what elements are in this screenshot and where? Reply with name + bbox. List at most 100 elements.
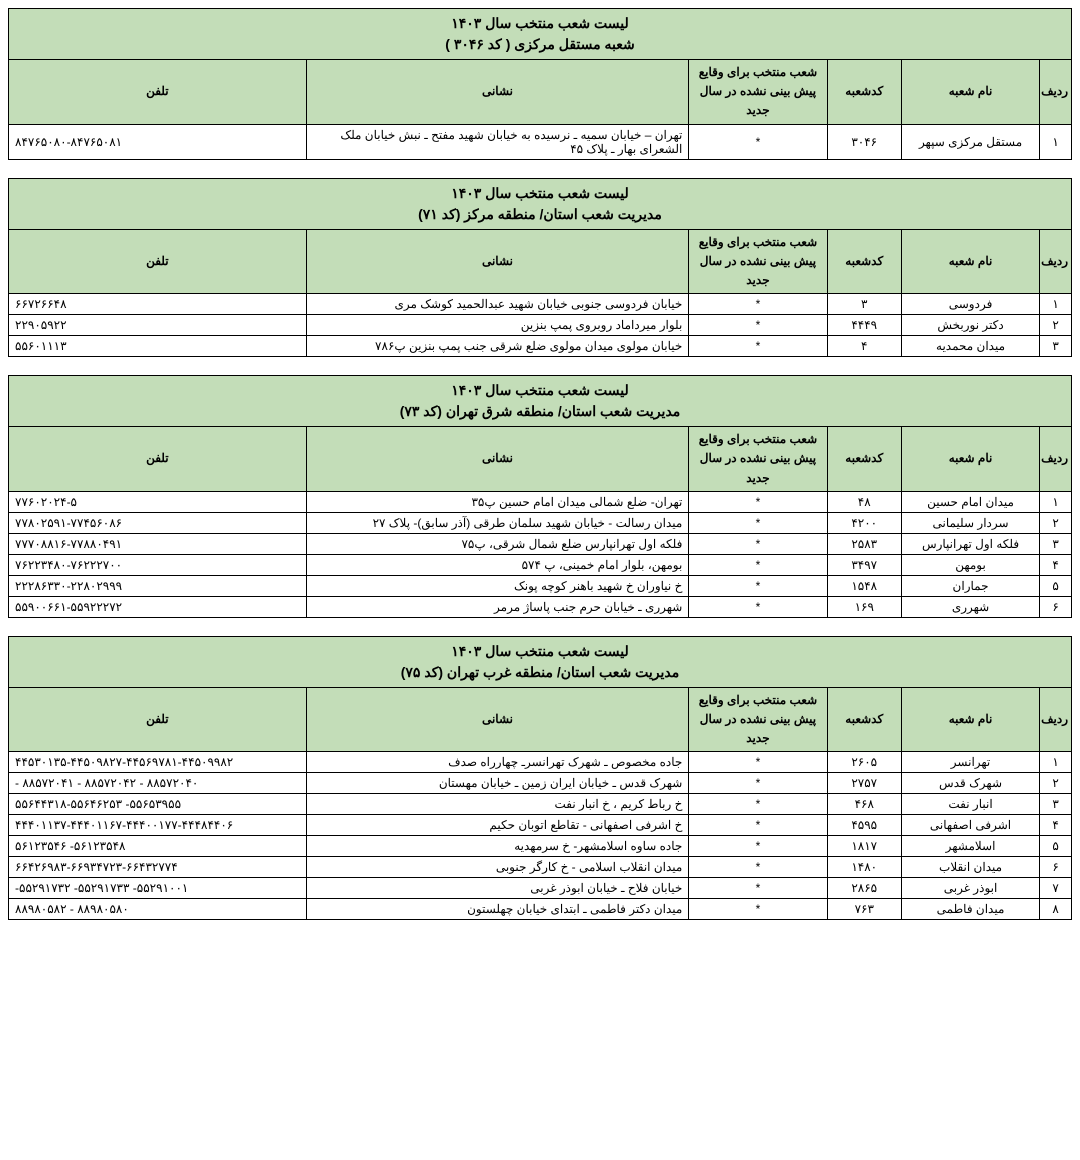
branch-name: مستقل مرکزی سپهر bbox=[901, 124, 1039, 159]
branch-address: فلکه اول تهرانپارس ضلع شمال شرقی، پ۷۵ bbox=[306, 533, 689, 554]
section-header: لیست شعب منتخب سال ۱۴۰۳مدیریت شعب استان/… bbox=[8, 375, 1072, 426]
table-row: ۳انبار نفت۴۶۸*خ رباط کریم ، خ انبار نفت۵… bbox=[9, 794, 1072, 815]
branch-address: جاده مخصوص ـ شهرک تهرانسرـ چهارراه صدف bbox=[306, 752, 689, 773]
branch-phone: ۷۷۸۰۲۵۹۱-۷۷۴۵۶۰۸۶ bbox=[9, 512, 307, 533]
branch-address: جاده ساوه اسلامشهر- خ سرمهدیه bbox=[306, 836, 689, 857]
branch-table: ردیفنام شعبهکدشعبهشعب منتخب برای وقایع پ… bbox=[8, 59, 1072, 160]
branch-code: ۲۵۸۳ bbox=[827, 533, 901, 554]
branch-phone: ۵۶۱۲۳۵۴۶ -۵۶۱۲۳۵۴۸ bbox=[9, 836, 307, 857]
branch-phone: ۵۵۶۴۴۳۱۸-۵۵۶۴۶۲۵۳ -۵۵۶۵۳۹۵۵ bbox=[9, 794, 307, 815]
table-row: ۴اشرفی اصفهانی۴۵۹۵*خ اشرفی اصفهانی - تقا… bbox=[9, 815, 1072, 836]
section-title-line2: مدیریت شعب استان/ منطقه غرب تهران (کد ۷۵… bbox=[9, 664, 1071, 681]
branch-address: میدان رسالت - خیابان شهید سلمان طرقی (آذ… bbox=[306, 512, 689, 533]
branch-phone: ۲۲۹۰۵۹۲۲ bbox=[9, 315, 307, 336]
table-row: ۵اسلامشهر۱۸۱۷*جاده ساوه اسلامشهر- خ سرمه… bbox=[9, 836, 1072, 857]
branch-address: خیابان فردوسی جنوبی خیابان شهید عبدالحمی… bbox=[306, 294, 689, 315]
column-header: ردیف bbox=[1040, 229, 1072, 294]
branch-address: میدان انقلاب اسلامی - خ کارگر جنوبی bbox=[306, 857, 689, 878]
branch-name: تهرانسر bbox=[901, 752, 1039, 773]
branch-name: دکتر نوربخش bbox=[901, 315, 1039, 336]
selected-mark: * bbox=[689, 533, 827, 554]
branch-code: ۴۶۸ bbox=[827, 794, 901, 815]
table-row: ۵جماران۱۵۴۸*خ نیاوران خ شهید باهنر کوچه … bbox=[9, 575, 1072, 596]
section-title-line1: لیست شعب منتخب سال ۱۴۰۳ bbox=[9, 185, 1071, 202]
section-title-line2: شعبه مستقل مرکزی ( کد ۳۰۴۶ ) bbox=[9, 36, 1071, 53]
column-header: کدشعبه bbox=[827, 687, 901, 752]
branch-code: ۱۴۸۰ bbox=[827, 857, 901, 878]
branch-code: ۲۶۰۵ bbox=[827, 752, 901, 773]
branch-address: خیابان مولوی میدان مولوی ضلع شرقی جنب پم… bbox=[306, 336, 689, 357]
section-header: لیست شعب منتخب سال ۱۴۰۳مدیریت شعب استان/… bbox=[8, 178, 1072, 229]
column-header: نشانی bbox=[306, 60, 689, 125]
table-row: ۶میدان انقلاب۱۴۸۰*میدان انقلاب اسلامی - … bbox=[9, 857, 1072, 878]
branch-address: خ رباط کریم ، خ انبار نفت bbox=[306, 794, 689, 815]
branch-name: ابوذر غربی bbox=[901, 878, 1039, 899]
column-header: نام شعبه bbox=[901, 427, 1039, 492]
column-header: تلفن bbox=[9, 687, 307, 752]
branch-address: تهران- ضلع شمالی میدان امام حسین پ۳۵ bbox=[306, 491, 689, 512]
branch-code: ۱۵۴۸ bbox=[827, 575, 901, 596]
column-header: نام شعبه bbox=[901, 229, 1039, 294]
branch-code: ۳۴۹۷ bbox=[827, 554, 901, 575]
table-row: ۳فلکه اول تهرانپارس۲۵۸۳*فلکه اول تهرانپا… bbox=[9, 533, 1072, 554]
column-header: کدشعبه bbox=[827, 229, 901, 294]
row-number: ۴ bbox=[1040, 554, 1072, 575]
branch-name: شهرک قدس bbox=[901, 773, 1039, 794]
branch-address: خ اشرفی اصفهانی - تقاطع اتوبان حکیم bbox=[306, 815, 689, 836]
row-number: ۸ bbox=[1040, 899, 1072, 920]
selected-mark: * bbox=[689, 899, 827, 920]
branch-phone: ۴۴۴۰۱۱۳۷-۴۴۴۰۱۱۶۷-۴۴۴۰۰۱۷۷-۴۴۴۸۴۴۰۶ bbox=[9, 815, 307, 836]
row-number: ۷ bbox=[1040, 878, 1072, 899]
selected-mark: * bbox=[689, 124, 827, 159]
column-header: شعب منتخب برای وقایع پیش بینی نشده در سا… bbox=[689, 687, 827, 752]
row-number: ۶ bbox=[1040, 857, 1072, 878]
column-header: تلفن bbox=[9, 60, 307, 125]
branch-code: ۲۷۵۷ bbox=[827, 773, 901, 794]
selected-mark: * bbox=[689, 315, 827, 336]
branch-name: میدان فاطمی bbox=[901, 899, 1039, 920]
column-header: نشانی bbox=[306, 427, 689, 492]
row-number: ۱ bbox=[1040, 294, 1072, 315]
row-number: ۲ bbox=[1040, 773, 1072, 794]
branch-address: بلوار میرداماد روبروی پمپ بنزین bbox=[306, 315, 689, 336]
row-number: ۱ bbox=[1040, 491, 1072, 512]
branch-phone: ۶۶۷۲۶۶۴۸ bbox=[9, 294, 307, 315]
table-row: ۱تهرانسر۲۶۰۵*جاده مخصوص ـ شهرک تهرانسرـ … bbox=[9, 752, 1072, 773]
branch-phone: ۶۶۴۲۶۹۸۳-۶۶۹۳۴۷۲۳-۶۶۴۳۲۷۷۴ bbox=[9, 857, 307, 878]
branch-table: ردیفنام شعبهکدشعبهشعب منتخب برای وقایع پ… bbox=[8, 687, 1072, 921]
branch-phone: ۷۶۲۲۳۴۸۰-۷۶۲۲۲۷۰۰ bbox=[9, 554, 307, 575]
section-header: لیست شعب منتخب سال ۱۴۰۳شعبه مستقل مرکزی … bbox=[8, 8, 1072, 59]
table-row: ۲شهرک قدس۲۷۵۷*شهرک قدس ـ خیابان ایران زم… bbox=[9, 773, 1072, 794]
selected-mark: * bbox=[689, 878, 827, 899]
column-header: تلفن bbox=[9, 229, 307, 294]
row-number: ۴ bbox=[1040, 815, 1072, 836]
selected-mark: * bbox=[689, 294, 827, 315]
branch-section: لیست شعب منتخب سال ۱۴۰۳مدیریت شعب استان/… bbox=[8, 178, 1072, 358]
selected-mark: * bbox=[689, 512, 827, 533]
branch-section: لیست شعب منتخب سال ۱۴۰۳شعبه مستقل مرکزی … bbox=[8, 8, 1072, 160]
table-row: ۷ابوذر غربی۲۸۶۵*خیابان فلاح ـ خیابان ابو… bbox=[9, 878, 1072, 899]
table-row: ۱مستقل مرکزی سپهر۳۰۴۶*تهران – خیابان سمی… bbox=[9, 124, 1072, 159]
branch-name: شهرری bbox=[901, 596, 1039, 617]
branch-address: بومهن، بلوار امام خمینی، پ ۵۷۴ bbox=[306, 554, 689, 575]
column-header: نام شعبه bbox=[901, 60, 1039, 125]
selected-mark: * bbox=[689, 857, 827, 878]
branch-name: اشرفی اصفهانی bbox=[901, 815, 1039, 836]
branch-name: بومهن bbox=[901, 554, 1039, 575]
branch-phone: ۷۷۶۰۲۰۲۴-۵ bbox=[9, 491, 307, 512]
branch-name: میدان امام حسین bbox=[901, 491, 1039, 512]
column-header: شعب منتخب برای وقایع پیش بینی نشده در سا… bbox=[689, 60, 827, 125]
branch-code: ۴۴۴۹ bbox=[827, 315, 901, 336]
branch-code: ۱۸۱۷ bbox=[827, 836, 901, 857]
selected-mark: * bbox=[689, 575, 827, 596]
branch-address: تهران – خیابان سمیه ـ نرسیده به خیابان ش… bbox=[306, 124, 689, 159]
branch-address: شهرک قدس ـ خیابان ایران زمین ـ خیابان مه… bbox=[306, 773, 689, 794]
column-header: کدشعبه bbox=[827, 60, 901, 125]
branch-phone: ۲۲۲۸۶۳۳۰-۲۲۸۰۲۹۹۹ bbox=[9, 575, 307, 596]
branch-code: ۳۰۴۶ bbox=[827, 124, 901, 159]
column-header: تلفن bbox=[9, 427, 307, 492]
branch-address: خ نیاوران خ شهید باهنر کوچه پونک bbox=[306, 575, 689, 596]
row-number: ۶ bbox=[1040, 596, 1072, 617]
branch-phone: ۴۴۵۳۰۱۳۵-۴۴۵۰۹۸۲۷-۴۴۵۶۹۷۸۱-۴۴۵۰۹۹۸۲ bbox=[9, 752, 307, 773]
table-row: ۳میدان محمدیه۴*خیابان مولوی میدان مولوی … bbox=[9, 336, 1072, 357]
